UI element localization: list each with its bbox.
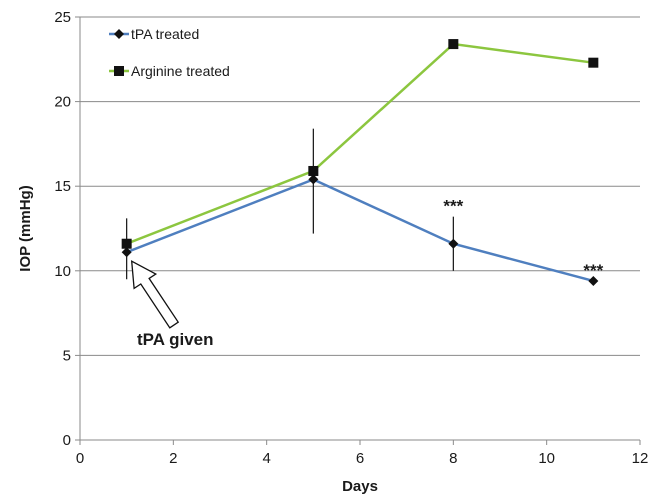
x-axis-label: Days — [342, 478, 378, 495]
annotation-arrow — [130, 260, 180, 329]
annotation-text: tPA given — [137, 330, 214, 349]
legend-marker-diamond — [114, 29, 124, 39]
y-tick-label-10: 10 — [54, 263, 71, 280]
marker-square-2-3 — [448, 39, 459, 50]
y-tick-label-5: 5 — [63, 347, 71, 364]
legend: tPA treated Arginine treated — [109, 26, 230, 79]
marker-diamond-1-1 — [121, 247, 132, 258]
x-tick-label-0: 0 — [76, 450, 84, 467]
series-markers — [121, 39, 599, 286]
tick-labels: 0 5 10 15 20 25 0 2 4 6 8 10 12 — [54, 9, 648, 467]
series-line-1 — [126, 178, 594, 283]
x-tick-label-4: 4 — [262, 450, 270, 467]
gridlines — [80, 16, 640, 356]
y-axis-label: IOP (mmHg) — [17, 185, 34, 271]
y-tick-label-15: 15 — [54, 178, 71, 195]
marker-diamond-1-3 — [448, 238, 459, 249]
series-lines — [126, 42, 594, 283]
significance-mark-1: *** — [443, 197, 463, 216]
axes — [75, 16, 641, 445]
y-tick-label-20: 20 — [54, 94, 71, 111]
marker-square-2-4 — [588, 57, 599, 68]
x-tick-label-2: 2 — [169, 450, 177, 467]
y-tick-label-0: 0 — [63, 432, 71, 449]
x-tick-label-8: 8 — [449, 450, 457, 467]
x-tick-label-10: 10 — [538, 450, 555, 467]
x-tick-label-6: 6 — [356, 450, 364, 467]
marker-square-2-1 — [121, 238, 132, 249]
y-tick-label-25: 25 — [54, 9, 71, 26]
significance-marks: *** *** — [443, 197, 603, 280]
error-bars — [126, 128, 454, 280]
tpa-given-annotation: tPA given — [130, 260, 214, 349]
marker-square-2-2 — [308, 165, 319, 176]
x-tick-label-12: 12 — [632, 450, 649, 467]
marker-diamond-1-4 — [588, 275, 599, 286]
legend-label-2: Arginine treated — [131, 63, 230, 79]
series-line-2 — [126, 42, 594, 245]
legend-marker-square — [114, 66, 124, 76]
legend-label-1: tPA treated — [131, 26, 199, 42]
significance-mark-2: *** — [583, 261, 603, 280]
marker-diamond-1-2 — [308, 174, 319, 185]
